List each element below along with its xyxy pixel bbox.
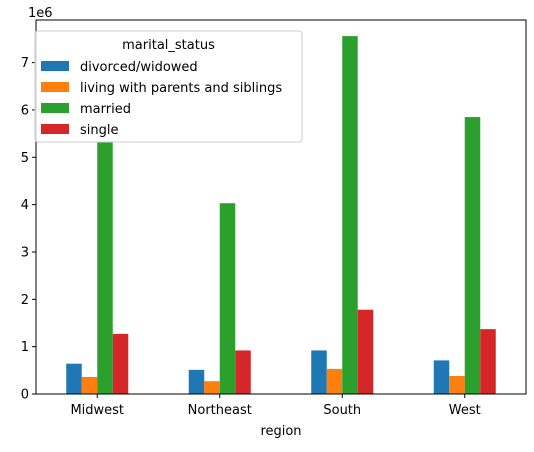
legend-entry-label: living with parents and siblings [80,81,282,96]
legend-swatch [41,124,69,134]
bar-west-3 [480,329,496,394]
y-tick-label: 4 [21,198,29,213]
legend-title: marital_status [122,38,215,53]
bar-west-0 [433,360,450,394]
y-tick-label: 5 [21,151,29,166]
bar-west-1 [449,376,465,394]
bar-west-2 [464,117,481,395]
x-tick-label: Midwest [70,403,124,418]
legend-swatch [41,82,69,92]
x-tick-label: West [449,403,481,418]
y-tick-label: 0 [21,388,29,403]
legend: marital_status divorced/widowed living wit… [34,30,303,143]
bar-south-3 [357,309,374,394]
y-tick-label: 6 [21,103,29,118]
plot-frame [35,19,527,395]
bar-midwest-0 [66,363,82,394]
x-tick-label: Northeast [188,403,252,418]
legend-swatch [41,61,69,71]
bars-layer [66,36,496,395]
bar-south-0 [311,350,327,394]
y-axis-ticks: 0 1 2 3 4 5 6 7 [21,56,36,403]
legend-entry-label: single [80,123,119,138]
legend-entry-label: divorced/widowed [80,60,198,75]
x-axis-label: region [260,424,301,439]
legend-entry-label: married [80,102,131,117]
x-axis-ticks: Midwest Northeast South West [70,394,481,418]
bar-northeast-3 [235,350,251,394]
bar-northeast-1 [204,381,220,394]
y-tick-label: 1 [21,340,29,355]
bar-midwest-3 [112,333,129,394]
x-tick-label: South [323,403,361,418]
bar-midwest-2 [97,141,113,394]
bar-south-1 [326,368,343,394]
y-tick-label: 2 [21,293,29,308]
legend-swatch [41,103,69,113]
bar-northeast-2 [219,203,236,394]
y-offset-label: 1e6 [28,6,53,21]
y-tick-label: 3 [21,245,29,260]
legend-box [34,30,303,143]
bar-northeast-0 [188,369,205,394]
bar-midwest-1 [81,376,98,394]
bar-south-2 [342,36,358,395]
y-tick-label: 7 [21,56,29,71]
